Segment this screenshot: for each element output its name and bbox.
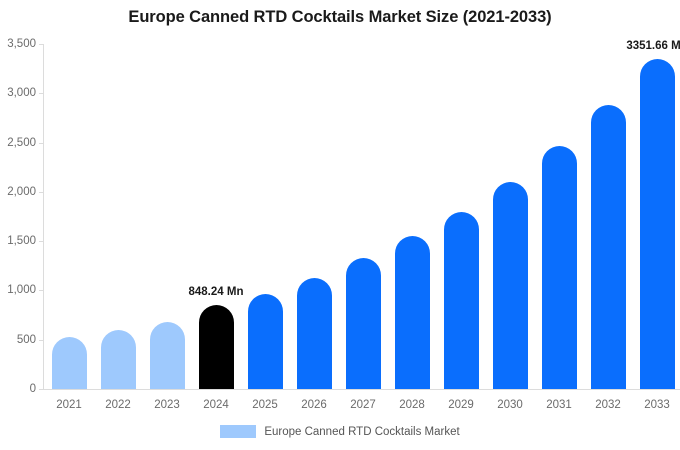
x-axis-tick-label: 2021: [56, 399, 82, 411]
x-axis-line: [43, 389, 680, 390]
y-axis-tick-label: 2,500: [7, 136, 36, 149]
x-axis-tick-label: 2030: [497, 399, 523, 411]
bar[interactable]: [492, 181, 528, 389]
bar[interactable]: [100, 330, 136, 389]
x-axis-tick-label: 2027: [350, 399, 376, 411]
bar[interactable]: [345, 258, 381, 389]
bar[interactable]: [639, 58, 675, 389]
data-point-label: 3351.66 Mn: [626, 39, 680, 52]
bar[interactable]: [247, 293, 283, 389]
x-axis-tick-label: 2023: [154, 399, 180, 411]
y-axis-tick-mark: [39, 290, 43, 291]
bar[interactable]: [296, 278, 332, 389]
x-axis-tick-label: 2022: [105, 399, 131, 411]
x-axis-tick-label: 2031: [546, 399, 572, 411]
y-axis-tick-mark: [39, 389, 43, 390]
y-axis-tick-label: 500: [16, 333, 36, 346]
bar[interactable]: [443, 211, 479, 389]
y-axis-tick-mark: [39, 192, 43, 193]
chart-title: Europe Canned RTD Cocktails Market Size …: [128, 8, 552, 26]
x-axis-tick-label: 2024: [203, 399, 229, 411]
x-axis-tick-label: 2032: [595, 399, 621, 411]
x-axis-tick-label: 2026: [301, 399, 327, 411]
bar[interactable]: [198, 305, 234, 389]
bar[interactable]: [590, 105, 626, 389]
y-axis-tick-label: 3,000: [7, 87, 36, 100]
y-axis-line: [43, 44, 44, 389]
y-axis-tick-mark: [39, 340, 43, 341]
y-axis-tick-mark: [39, 241, 43, 242]
y-axis-tick-label: 3,500: [7, 38, 36, 50]
x-axis-tick-label: 2029: [448, 399, 474, 411]
x-axis-tick-label: 2025: [252, 399, 278, 411]
y-axis-tick-mark: [39, 143, 43, 144]
legend-swatch-icon: [220, 425, 257, 438]
chart-legend: Europe Canned RTD Cocktails Market: [0, 425, 680, 438]
y-axis-tick-label: 0: [29, 383, 36, 395]
legend-label: Europe Canned RTD Cocktails Market: [264, 425, 460, 438]
y-axis-tick-mark: [39, 44, 43, 45]
x-axis-tick-label: 2033: [644, 399, 670, 411]
bar[interactable]: [541, 146, 577, 389]
x-axis-tick-label: 2028: [399, 399, 425, 411]
bar[interactable]: [51, 336, 87, 389]
y-axis-tick-label: 1,500: [7, 235, 36, 248]
y-axis-tick-label: 1,000: [7, 284, 36, 297]
y-axis-tick-label: 2,000: [7, 185, 36, 198]
bar[interactable]: [149, 321, 185, 389]
plot-area: [43, 44, 680, 389]
y-axis-tick-mark: [39, 93, 43, 94]
data-point-label: 848.24 Mn: [188, 286, 244, 299]
bar[interactable]: [394, 236, 430, 389]
